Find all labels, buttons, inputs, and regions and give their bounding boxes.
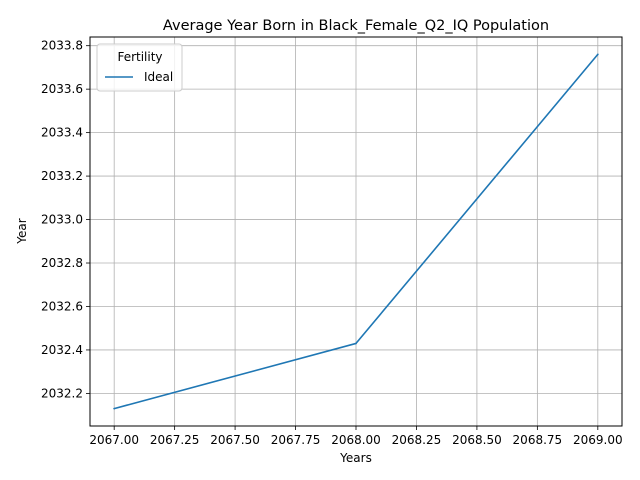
x-tick-label: 2068.00 bbox=[331, 433, 381, 447]
y-tick-label: 2032.4 bbox=[41, 343, 83, 357]
y-tick-label: 2032.8 bbox=[41, 256, 83, 270]
data-point bbox=[355, 342, 357, 345]
x-tick-label: 2068.50 bbox=[452, 433, 502, 447]
x-tick-label: 2067.00 bbox=[89, 433, 139, 447]
x-tick-label: 2068.75 bbox=[513, 433, 563, 447]
chart-title: Average Year Born in Black_Female_Q2_IQ … bbox=[163, 18, 549, 34]
y-tick-label: 2033.6 bbox=[41, 82, 83, 96]
grid-layer bbox=[90, 37, 622, 426]
y-axis-label: Year bbox=[15, 218, 29, 244]
y-tick-label: 2033.2 bbox=[41, 169, 83, 183]
legend-title: Fertility bbox=[117, 50, 162, 64]
x-tick-label: 2067.75 bbox=[271, 433, 321, 447]
data-point bbox=[596, 53, 599, 56]
x-axis-ticks: 2067.00 2067.25 2067.50 2067.75 2068.00 2068.… bbox=[89, 426, 623, 447]
legend-box bbox=[96, 43, 183, 92]
y-tick-label: 2032.6 bbox=[41, 299, 83, 313]
y-tick-label: 2032.2 bbox=[41, 386, 83, 400]
series-layer bbox=[113, 53, 599, 410]
y-tick-label: 2033.4 bbox=[41, 126, 83, 140]
data-point bbox=[113, 407, 116, 410]
x-tick-label: 2067.25 bbox=[150, 433, 200, 447]
y-axis-ticks: 2032.2 2032.4 2032.6 2032.8 2033.0 2033.2 2033… bbox=[41, 39, 90, 400]
x-tick-label: 2068.25 bbox=[392, 433, 442, 447]
legend: Fertility Ideal bbox=[96, 43, 183, 92]
legend-label-ideal: Ideal bbox=[144, 70, 173, 84]
x-tick-label: 2069.00 bbox=[573, 433, 623, 447]
y-tick-label: 2033.8 bbox=[41, 39, 83, 53]
x-axis-label: Years bbox=[339, 451, 372, 465]
x-tick-label: 2067.50 bbox=[210, 433, 260, 447]
y-tick-label: 2033.0 bbox=[41, 213, 83, 227]
